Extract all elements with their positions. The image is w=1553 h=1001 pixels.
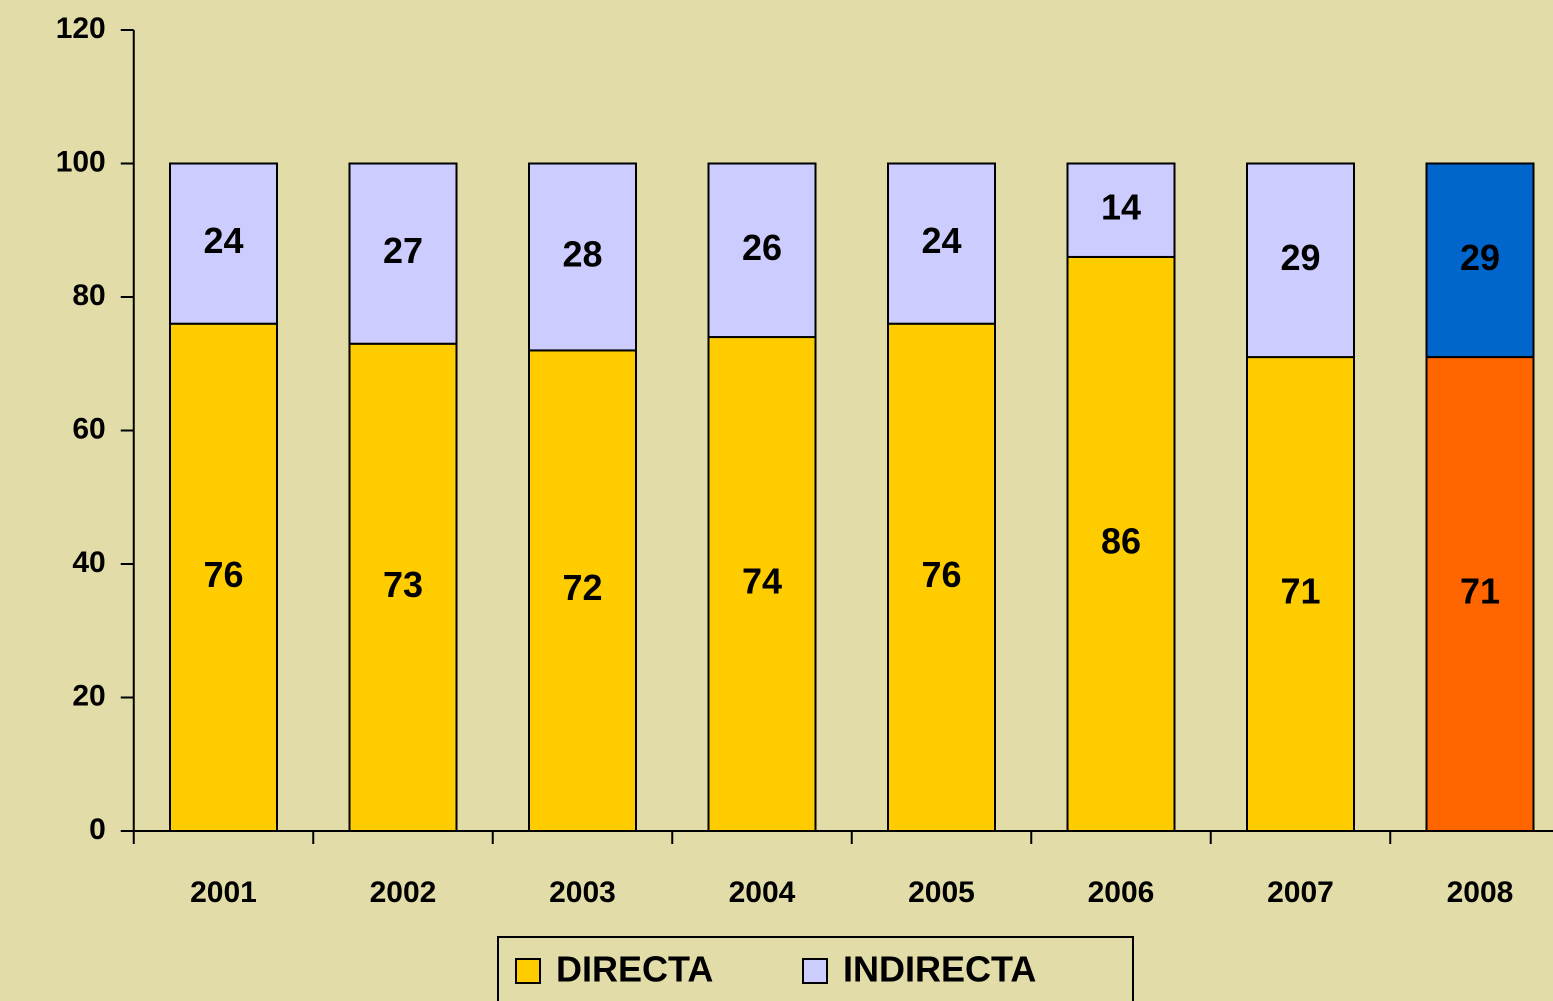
y-tick-label: 120	[56, 12, 106, 45]
bar-segment	[887, 322, 996, 832]
data-label: 24	[203, 220, 243, 261]
x-tick-label: 2007	[1267, 876, 1334, 909]
bar-segment	[1066, 162, 1176, 258]
y-tick-label: 100	[56, 145, 106, 178]
legend-label: INDIRECTA	[843, 949, 1036, 990]
data-label: 29	[1280, 237, 1320, 278]
data-label: 86	[1101, 520, 1141, 561]
bar-segment	[1246, 356, 1355, 832]
data-label: 29	[1460, 237, 1500, 278]
bar-segment	[887, 162, 996, 325]
bar-segment	[1425, 162, 1535, 359]
bar-segment	[348, 342, 458, 832]
x-tick-label: 2008	[1447, 876, 1514, 909]
data-label: 14	[1101, 187, 1141, 228]
data-label: 26	[742, 227, 782, 268]
x-tick-label: 2001	[190, 876, 257, 909]
x-tick-label: 2005	[908, 876, 975, 909]
bar-segment	[528, 349, 637, 832]
data-label: 72	[562, 567, 602, 608]
y-tick-label: 20	[72, 679, 105, 712]
legend-swatch	[802, 958, 828, 984]
data-label: 73	[383, 564, 423, 605]
bar-segment	[1246, 162, 1355, 359]
y-tick-label: 0	[89, 813, 106, 846]
data-label: 71	[1460, 571, 1500, 612]
data-label: 74	[742, 561, 782, 602]
y-tick-label: 60	[72, 412, 105, 445]
y-tick-label: 40	[72, 546, 105, 579]
bar-segment	[169, 162, 278, 325]
data-label: 76	[921, 554, 961, 595]
bar-segment	[348, 162, 458, 345]
legend-label: DIRECTA	[556, 949, 713, 990]
data-label: 76	[203, 554, 243, 595]
data-label: 27	[383, 230, 423, 271]
legend-swatch	[515, 958, 541, 984]
x-tick-label: 2002	[370, 876, 437, 909]
x-tick-label: 2003	[549, 876, 616, 909]
bar-segment	[1066, 255, 1176, 832]
data-label: 28	[562, 233, 602, 274]
data-label: 24	[921, 220, 961, 261]
bar-segment	[707, 162, 817, 339]
bar-segment	[528, 162, 637, 352]
data-label: 71	[1280, 571, 1320, 612]
x-tick-label: 2006	[1088, 876, 1155, 909]
bar-segment	[1425, 356, 1535, 832]
y-tick-label: 80	[72, 279, 105, 312]
x-tick-label: 2004	[729, 876, 796, 909]
bar-segment	[707, 336, 817, 832]
